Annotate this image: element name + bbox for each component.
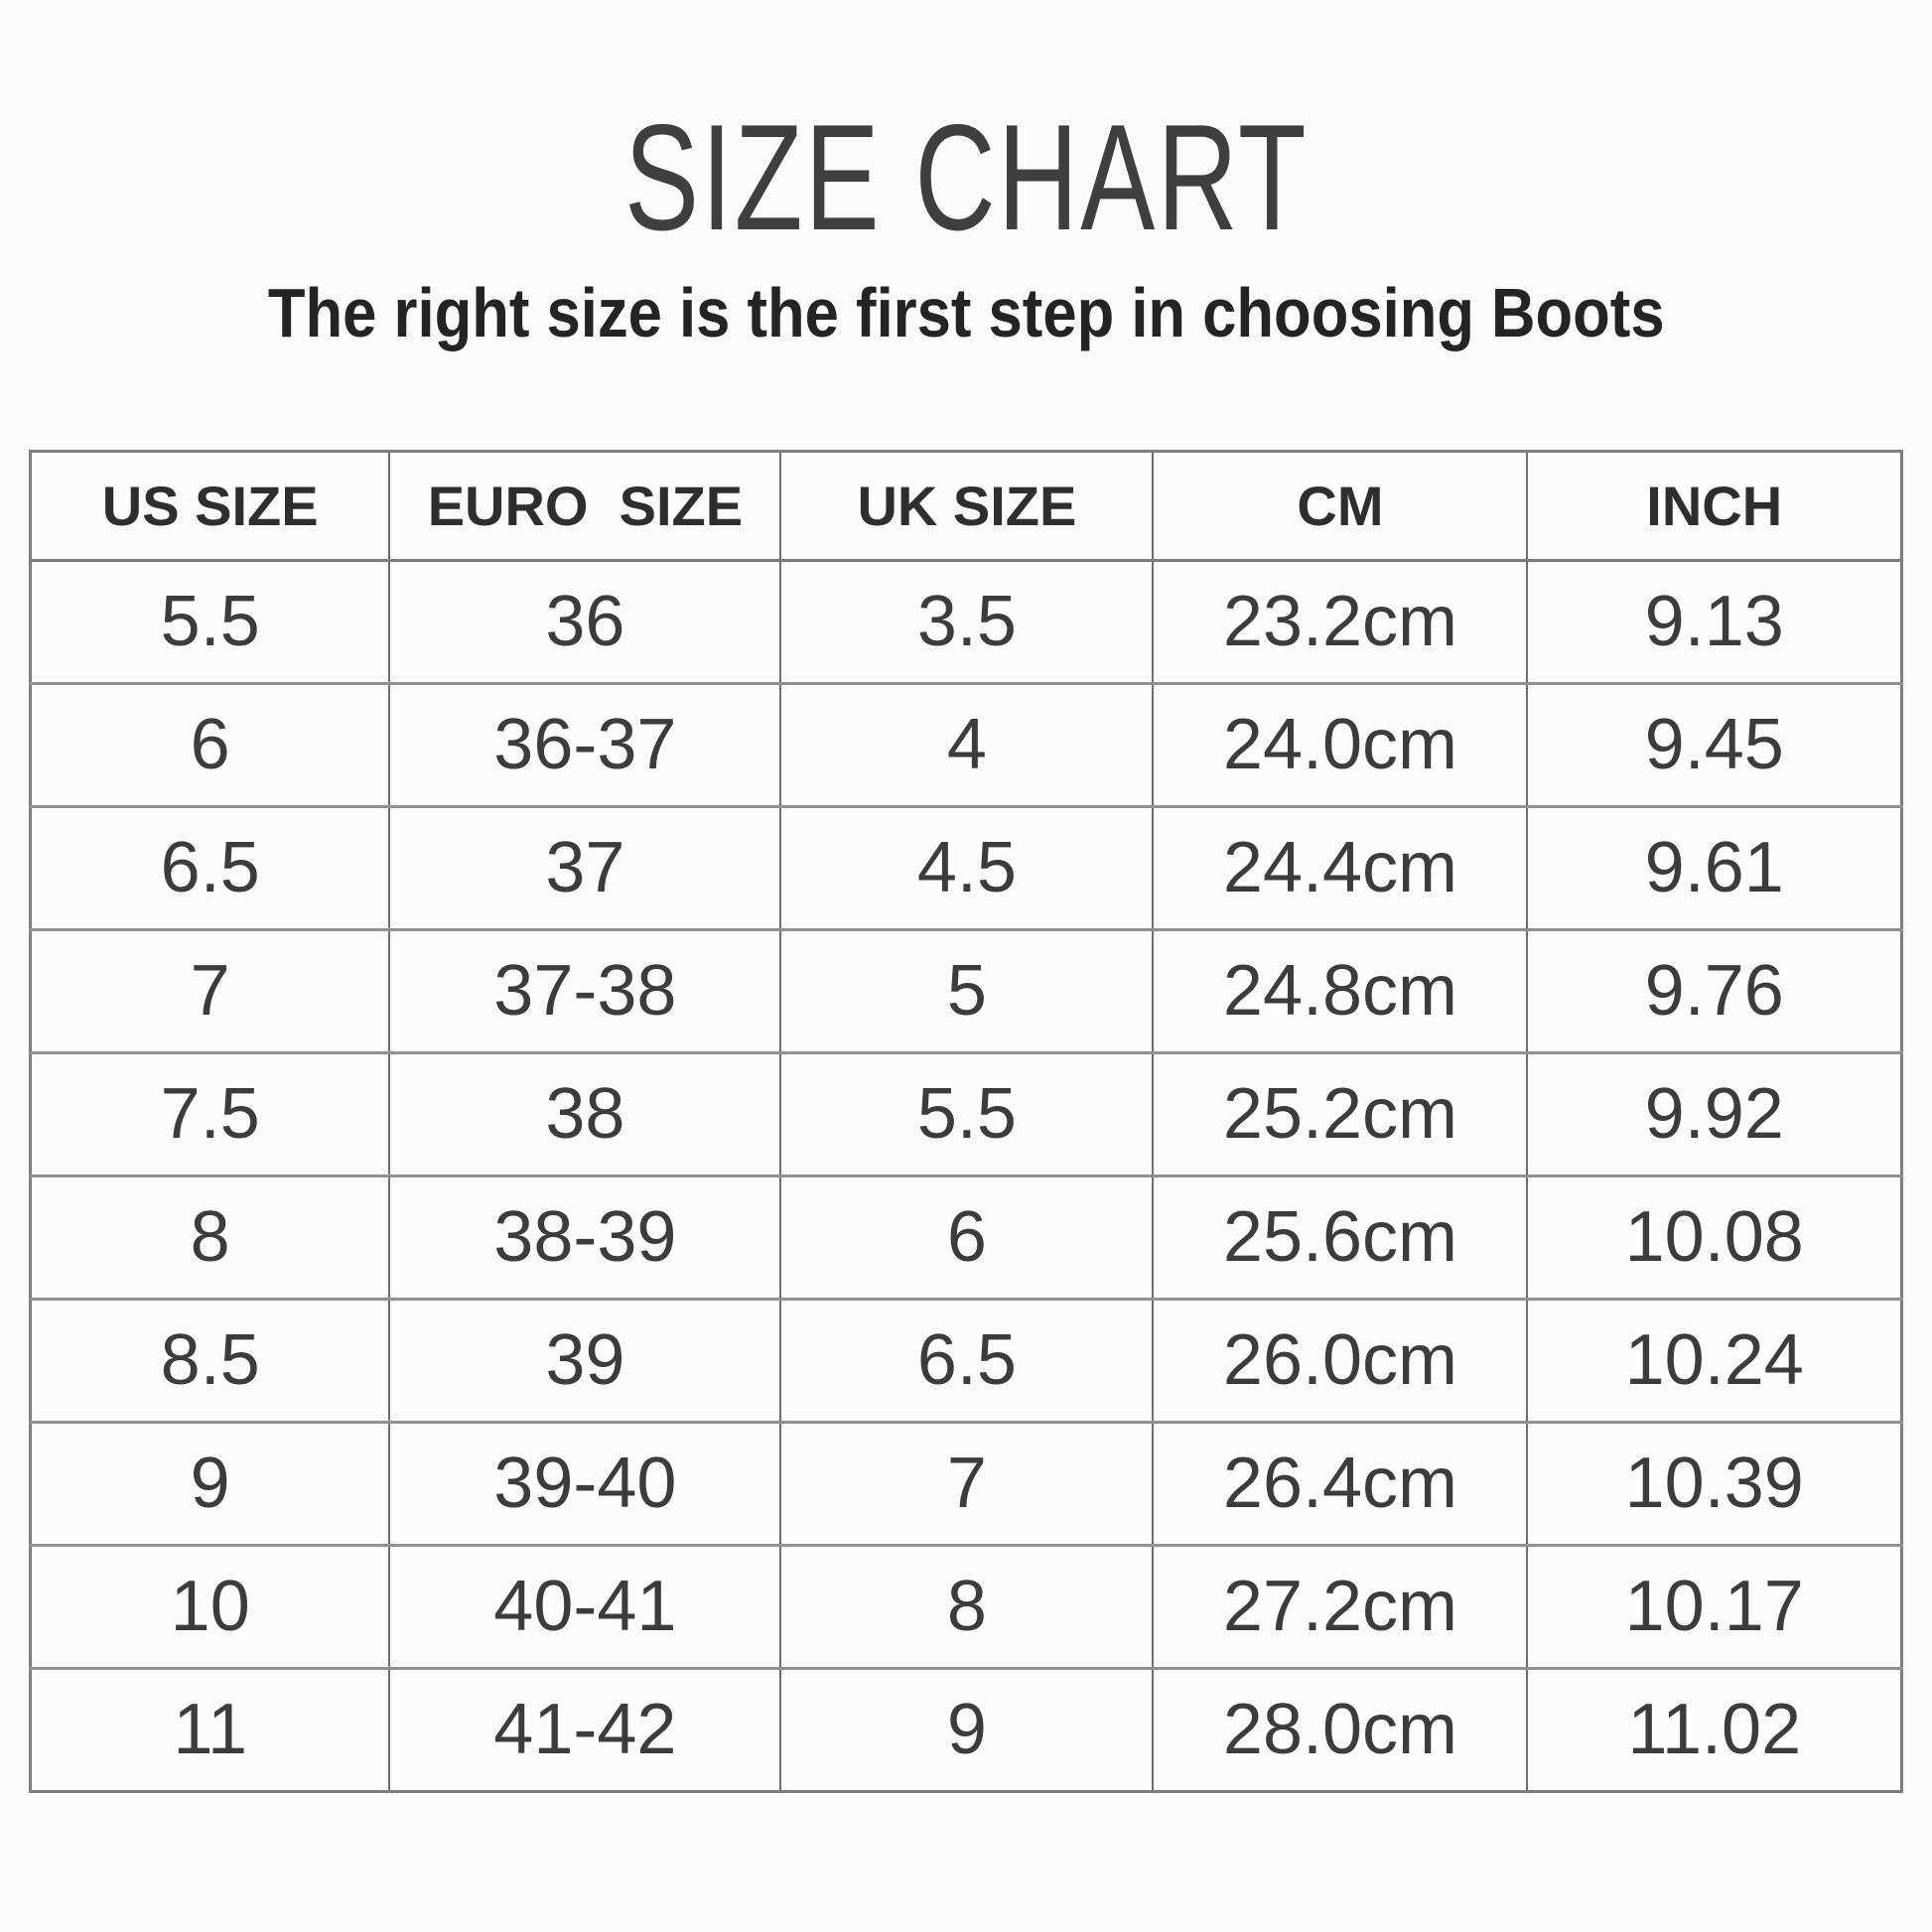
table-row: 8 38-39 6 25.6cm 10.08 (30, 1175, 1902, 1300)
header-cell: INCH (1526, 451, 1902, 561)
table-cell: 8.5 (160, 1320, 260, 1401)
table-row: 11 41-42 9 28.0cm 11.02 (30, 1668, 1902, 1792)
table-cell: 36-37 (388, 683, 781, 807)
page-title: SIZE CHART (623, 93, 1309, 262)
table-cell: 9.13 (1526, 560, 1902, 684)
table-cell: 4 (779, 683, 1154, 807)
table-cell: 27.2cm (1152, 1545, 1528, 1669)
table-cell: 37 (388, 806, 781, 930)
table-cell: 7.5 (160, 1074, 260, 1155)
table-cell: 10.08 (1526, 1175, 1902, 1300)
page-subtitle: The right size is the first step in choo… (267, 273, 1665, 351)
table-cell: 5.5 (160, 582, 260, 662)
table-cell: 24.0cm (1152, 683, 1528, 807)
table-cell: 9.92 (1526, 1052, 1902, 1176)
table-cell: 8 (779, 1545, 1154, 1669)
table-cell: 5 (779, 929, 1154, 1053)
table-cell: 24.8cm (1152, 929, 1528, 1053)
table-row: 6.5 37 4.5 24.4cm 9.61 (30, 806, 1902, 930)
table-cell: 10.39 (1526, 1422, 1902, 1546)
table-row: 6 36-37 4 24.0cm 9.45 (30, 683, 1902, 807)
table-row: 7 37-38 5 24.8cm 9.76 (30, 929, 1902, 1053)
table-row: 5.5 36 3.5 23.2cm 9.13 (30, 560, 1902, 684)
table-body: 5.5 36 3.5 23.2cm 9.13 6 36-37 4 24.0cm 9.45 6.5 37… (30, 560, 1902, 1792)
table-cell: 4.5 (779, 806, 1154, 930)
header-cell: CM (1152, 451, 1528, 561)
header-cell: US SIZE (101, 474, 319, 537)
table-cell: 38-39 (388, 1175, 781, 1300)
table-row: 9 39-40 7 26.4cm 10.39 (30, 1422, 1902, 1546)
table-cell: 38 (388, 1052, 781, 1176)
table-cell: 11 (173, 1690, 248, 1770)
table-cell: 11.02 (1526, 1668, 1902, 1792)
table-cell: 40-41 (388, 1545, 781, 1669)
table-cell: 6.5 (160, 828, 260, 908)
table-cell: 39 (388, 1299, 781, 1423)
table-cell: 6.5 (779, 1299, 1154, 1423)
table-cell: 26.4cm (1152, 1422, 1528, 1546)
table-cell: 25.6cm (1152, 1175, 1528, 1300)
table-cell: 41-42 (388, 1668, 781, 1792)
table-cell: 37-38 (388, 929, 781, 1053)
table-cell: 6 (779, 1175, 1154, 1300)
table-cell: 25.2cm (1152, 1052, 1528, 1176)
size-chart-table: US SIZE EURO SIZE UK SIZE CM INCH 5.5 36 3.5 23… (29, 449, 1903, 1793)
table-cell: 8 (190, 1197, 230, 1278)
table-cell: 10.17 (1526, 1545, 1902, 1669)
table-cell: 26.0cm (1152, 1299, 1528, 1423)
table-cell: 9.45 (1526, 683, 1902, 807)
table-row: 8.5 39 6.5 26.0cm 10.24 (30, 1299, 1902, 1423)
subtitle-row: The right size is the first step in choo… (0, 265, 1932, 354)
table-cell: 9.61 (1526, 806, 1902, 930)
table-cell: 6 (190, 705, 230, 785)
table-cell: 5.5 (779, 1052, 1154, 1176)
header-cell: UK SIZE (779, 451, 1154, 561)
table-cell: 39-40 (388, 1422, 781, 1546)
table-cell: 7 (190, 951, 230, 1032)
table-cell: 7 (779, 1422, 1154, 1546)
table-row: 10 40-41 8 27.2cm 10.17 (30, 1545, 1902, 1669)
table-cell: 24.4cm (1152, 806, 1528, 930)
table-cell: 3.5 (779, 560, 1154, 684)
table-cell: 10.24 (1526, 1299, 1902, 1423)
header-block: SIZE CHART The right size is the first s… (0, 0, 1932, 354)
table-cell: 10 (170, 1567, 250, 1647)
table-row: 7.5 38 5.5 25.2cm 9.92 (30, 1052, 1902, 1176)
table-cell: 9 (190, 1444, 230, 1524)
table-cell: 9.76 (1526, 929, 1902, 1053)
table-cell: 28.0cm (1152, 1668, 1528, 1792)
table-cell: 9 (779, 1668, 1154, 1792)
table-cell: 36 (388, 560, 781, 684)
header-cell: EURO SIZE (388, 451, 781, 561)
table-cell: 23.2cm (1152, 560, 1528, 684)
header-row: US SIZE EURO SIZE UK SIZE CM INCH (30, 451, 1902, 561)
